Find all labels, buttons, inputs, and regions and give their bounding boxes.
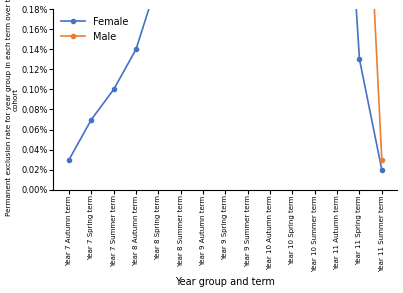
Female bbox=[357, 57, 362, 61]
Y-axis label: Permanent exclusion rate for year group in each term over three
cohort: Permanent exclusion rate for year group … bbox=[6, 0, 19, 217]
Female bbox=[379, 168, 384, 171]
X-axis label: Year group and term: Year group and term bbox=[175, 277, 275, 287]
Line: Male: Male bbox=[67, 0, 384, 162]
Female bbox=[111, 88, 116, 91]
Male bbox=[379, 158, 384, 161]
Female bbox=[134, 47, 139, 51]
Female bbox=[89, 118, 94, 121]
Line: Female: Female bbox=[67, 0, 384, 172]
Female bbox=[66, 158, 71, 161]
Legend: Female, Male: Female, Male bbox=[58, 14, 131, 45]
